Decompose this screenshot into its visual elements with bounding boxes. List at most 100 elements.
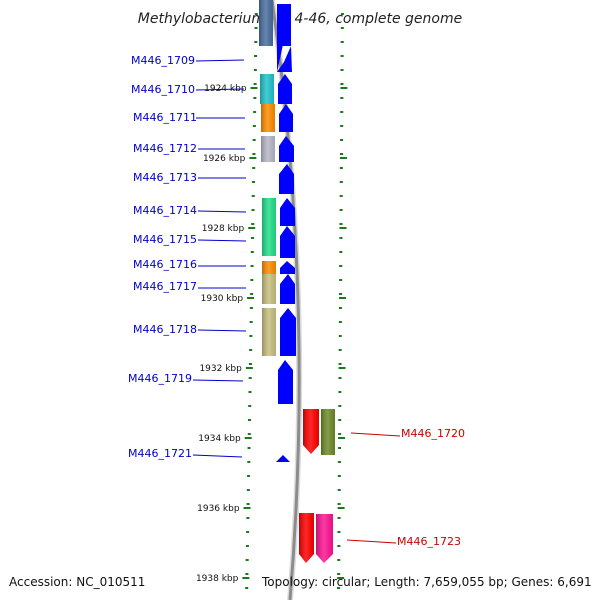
minor-tick [246,489,250,491]
gene-arrow-forward[interactable] [277,4,291,46]
minor-tick [339,265,343,267]
gene-arrow-forward[interactable] [277,40,292,72]
gene-label[interactable]: M446_1711 [133,111,197,124]
major-tick [243,507,251,509]
leader-lines [192,59,401,544]
minor-tick [338,391,342,393]
minor-tick [247,447,251,449]
gene-label[interactable]: M446_1715 [133,233,197,246]
gene-label[interactable]: M446_1721 [128,447,192,460]
gene-label[interactable]: M446_1717 [133,280,197,293]
gene-label[interactable]: M446_1719 [128,372,192,385]
minor-tick [338,335,342,337]
minor-tick [339,181,343,183]
genome-summary: Topology: circular; Length: 7,659,055 bp… [261,575,592,589]
minor-tick [245,573,249,575]
minor-tick [340,13,344,15]
minor-tick [340,111,344,113]
major-tick [248,227,256,229]
cog-blocks-left [259,0,276,356]
gene-label[interactable]: M446_1714 [133,204,197,217]
minor-tick [247,475,251,477]
minor-tick [251,195,255,197]
minor-tick [250,293,254,295]
minor-tick [338,405,342,407]
minor-tick [252,153,256,155]
gene-arrow-forward[interactable] [279,164,294,194]
kbp-label: 1936 kbp [197,504,240,514]
gene-arrow-forward[interactable] [278,360,293,404]
kbp-label: 1938 kbp [196,574,239,584]
gene-arrow-forward[interactable] [280,261,295,274]
minor-tick [251,181,255,183]
minor-tick [337,517,341,519]
minor-tick [247,433,251,435]
minor-tick [337,559,341,561]
kbp-label: 1932 kbp [199,364,242,374]
minor-tick [248,419,251,421]
major-tick [250,87,258,89]
minor-tick [338,433,342,435]
minor-tick [337,587,341,589]
minor-tick [250,251,254,253]
major-tick [245,367,253,369]
minor-tick [245,545,249,547]
gene-arrow-forward[interactable] [280,226,295,258]
major-tick [244,437,252,439]
minor-tick [252,125,256,127]
major-tick [337,507,345,509]
minor-tick [337,489,341,491]
minor-tick [248,363,252,365]
kbp-label: 1928 kbp [202,224,245,234]
gene-label[interactable]: M446_1720 [401,427,465,440]
minor-tick [245,559,249,561]
gene-label[interactable]: M446_1710 [131,83,195,96]
gene-label[interactable]: M446_1716 [133,258,197,271]
accession-label: Accession: NC_010511 [9,575,145,589]
minor-tick [340,139,344,141]
minor-tick [338,377,342,379]
kbp-label: 1926 kbp [203,154,246,164]
map-title: Methylobacterium sp. 4-46, complete geno… [138,11,462,27]
minor-tick [246,503,250,505]
major-tick [247,297,255,299]
minor-tick [337,573,341,575]
gene-arrow-forward[interactable] [280,308,296,356]
gene-arrow-forward[interactable] [280,274,295,304]
minor-tick [246,517,250,519]
left-tick-rail [245,13,258,589]
minor-tick [339,251,343,253]
gene-label[interactable]: M446_1712 [133,142,197,155]
gene-arrow-forward[interactable] [279,104,293,132]
gene-arrow-forward[interactable] [279,136,294,162]
gene-labels: M446_1709 M446_1710 M446_1711 M446_1712 … [128,54,465,548]
minor-tick [245,587,249,589]
minor-tick [254,27,258,29]
minor-tick [339,153,343,155]
minor-tick [247,461,251,463]
minor-tick [339,167,343,169]
minor-tick [338,363,342,365]
kbp-label: 1934 kbp [198,434,241,444]
minor-tick [339,195,343,197]
gene-arrow-forward[interactable] [280,198,295,226]
minor-tick [253,69,257,71]
gene-label[interactable]: M446_1723 [397,535,461,548]
gene-arrow-forward[interactable] [278,74,292,104]
gene-label[interactable]: M446_1713 [133,171,197,184]
minor-tick [254,55,258,57]
gene-label[interactable]: M446_1709 [131,54,195,67]
minor-tick [249,335,253,337]
minor-tick [251,209,255,211]
minor-tick [251,237,255,239]
minor-tick [253,111,257,113]
minor-tick [340,83,344,85]
minor-tick [254,13,258,15]
major-tick [340,87,348,89]
gene-label[interactable]: M446_1718 [133,323,197,336]
reverse-genes [299,409,335,563]
major-tick [339,227,347,229]
gene-arrow-forward[interactable] [276,455,290,462]
minor-tick [339,209,343,211]
